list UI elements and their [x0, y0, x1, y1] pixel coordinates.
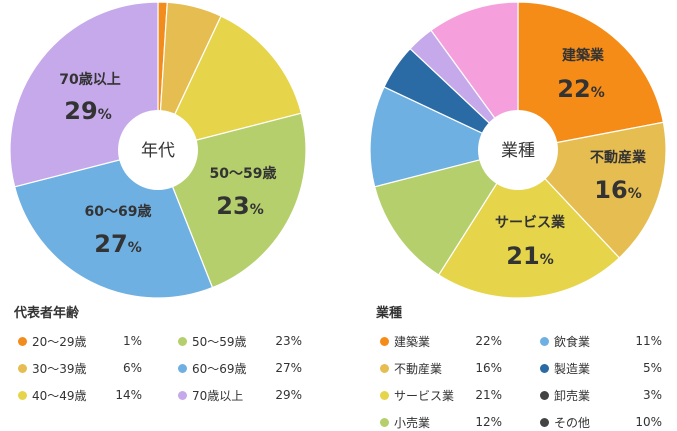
legend-swatch: [540, 336, 549, 346]
legend-swatch: [18, 336, 27, 346]
slice-label-name: 60〜69歳: [85, 203, 152, 220]
legend-item: 70歳以上: [178, 387, 243, 403]
slice-label-value: 23%: [216, 192, 263, 220]
pie-slice-その他: [430, 1, 519, 152]
legend-title: 代表者年齢: [14, 306, 80, 321]
slice-label-name: 建築業: [562, 47, 605, 64]
legend-label: 50〜59歳: [192, 334, 247, 349]
pie-slice-建築業: [517, 1, 665, 151]
legend-value: 1%: [122, 334, 142, 348]
legend-label: 製造業: [554, 361, 591, 376]
legend-label: 20〜29歳: [32, 334, 87, 349]
pie-chart-2: 業種 建築業 22% 不動産業 16% サービス業 21%: [369, 1, 667, 299]
slice-label-value: 16%: [594, 176, 641, 204]
legend-swatch: [178, 390, 187, 400]
legend-label: 小売業: [394, 415, 431, 430]
legend-swatch: [540, 417, 549, 427]
pie-center-label: 業種: [501, 141, 535, 161]
legend-label: 30〜39歳: [32, 361, 87, 376]
legend-value: 16%: [475, 361, 502, 375]
pie-center-hole: [478, 110, 558, 190]
legend-label: 60〜69歳: [192, 361, 247, 376]
legend-value: 10%: [635, 415, 662, 429]
legend-value: 14%: [115, 388, 142, 402]
slice-label-name: 不動産業: [590, 149, 647, 166]
slice-label-value: 21%: [506, 242, 553, 270]
pie-center-label: 年代: [141, 141, 175, 161]
legend-item: その他: [540, 414, 590, 430]
legend-item: 小売業: [380, 414, 430, 430]
legend-swatch: [178, 336, 187, 346]
legend-swatch: [540, 390, 549, 400]
pie-chart-1: 年代 50〜59歳 23% 60〜69歳 27% 70歳以上 29%: [9, 1, 307, 299]
slice-label-value: 22%: [557, 75, 604, 103]
legend-swatch: [380, 417, 389, 427]
slice-label-value: 27%: [94, 230, 141, 258]
pie-slice-飲食業: [369, 86, 520, 188]
legend-value: 22%: [475, 334, 502, 348]
legend-title: 業種: [376, 306, 403, 321]
legend-item: 製造業: [540, 360, 590, 376]
legend-item: 30〜39歳: [18, 360, 87, 376]
legend-label: 飲食業: [554, 334, 591, 349]
legend-label: 40〜49歳: [32, 388, 87, 403]
legend-label: 卸売業: [554, 388, 591, 403]
legend-value: 3%: [642, 388, 662, 402]
legend-label: その他: [554, 415, 591, 430]
pie-slice-サービス業: [437, 149, 621, 299]
legend-item: 卸売業: [540, 387, 590, 403]
legend-swatch: [18, 363, 27, 373]
legend-label: サービス業: [394, 388, 455, 403]
slice-label-name: 50〜59歳: [210, 165, 277, 182]
legend-item: 50〜59歳: [178, 333, 247, 349]
legend-item: 建築業: [380, 333, 430, 349]
legend-swatch: [380, 336, 389, 346]
legend-item: 20〜29歳: [18, 333, 87, 349]
legend-item: 60〜69歳: [178, 360, 247, 376]
legend-item: 40〜49歳: [18, 387, 87, 403]
legend-label: 建築業: [394, 334, 431, 349]
slice-label-name: サービス業: [495, 214, 566, 231]
legend-value: 23%: [275, 334, 302, 348]
legend-value: 11%: [635, 334, 662, 348]
legend-item: サービス業: [380, 387, 454, 403]
legend-swatch: [540, 363, 549, 373]
legend-value: 27%: [275, 361, 302, 375]
legend-value: 5%: [642, 361, 662, 375]
slice-label-name: 70歳以上: [59, 71, 120, 88]
legend-value: 12%: [475, 415, 502, 429]
legend-swatch: [380, 390, 389, 400]
legend-label: 不動産業: [394, 361, 443, 376]
legend-item: 飲食業: [540, 333, 590, 349]
legend-swatch: [178, 363, 187, 373]
legend-value: 29%: [275, 388, 302, 402]
legend-value: 21%: [475, 388, 502, 402]
legend-value: 6%: [122, 361, 142, 375]
pie-slice-小売業: [373, 149, 520, 276]
legend-item: 不動産業: [380, 360, 442, 376]
slice-label-value: 29%: [64, 97, 111, 125]
pie-center-hole: [118, 110, 198, 190]
legend-label: 70歳以上: [192, 388, 244, 403]
pie-charts: 年代 50〜59歳 23% 60〜69歳 27% 70歳以上 29% 業種 建築業 22% 不動産業…: [9, 1, 667, 299]
pie-slice-40〜49歳: [156, 15, 303, 151]
legend-swatch: [380, 363, 389, 373]
legend-swatch: [18, 390, 27, 400]
